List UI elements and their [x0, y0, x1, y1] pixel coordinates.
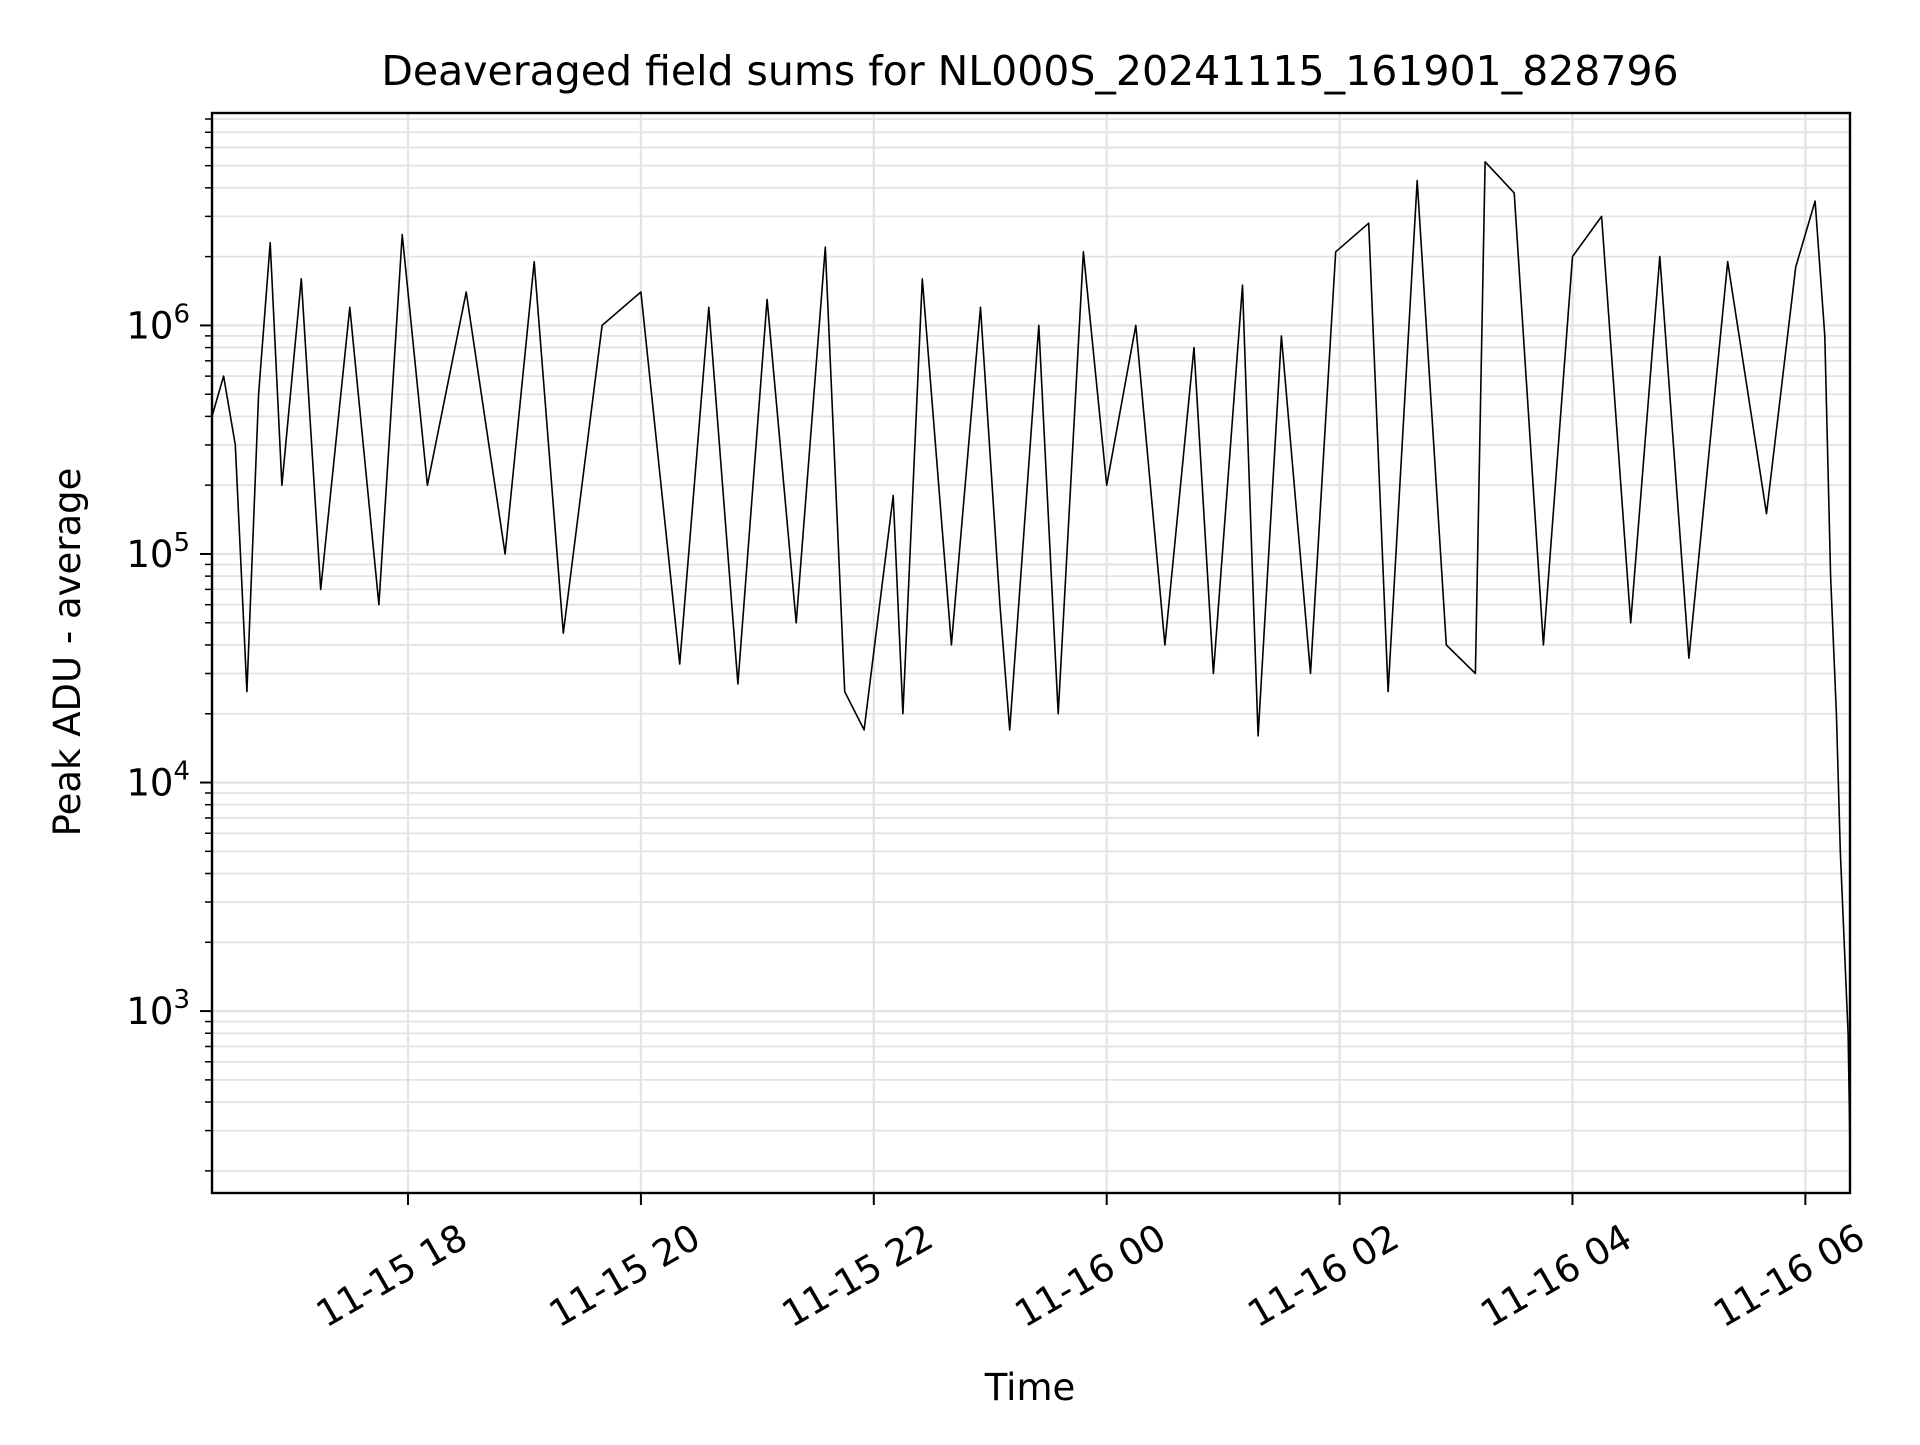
plot-frame	[210, 111, 1852, 1195]
y-tick-label: 103	[126, 985, 190, 1033]
grid	[212, 113, 1850, 1193]
y-axis-label: Peak ADU - average	[46, 468, 89, 837]
axes	[210, 111, 1852, 1195]
x-axis-label: Time	[984, 1366, 1076, 1409]
data-line	[211, 161, 1851, 1149]
y-tick-label: 106	[126, 299, 190, 347]
y-tick-label: 104	[126, 757, 190, 805]
data-series	[211, 161, 1851, 1149]
chart-title: Deaveraged field sums for NL000S_2024111…	[381, 47, 1678, 95]
y-tick-label: 105	[126, 528, 190, 576]
